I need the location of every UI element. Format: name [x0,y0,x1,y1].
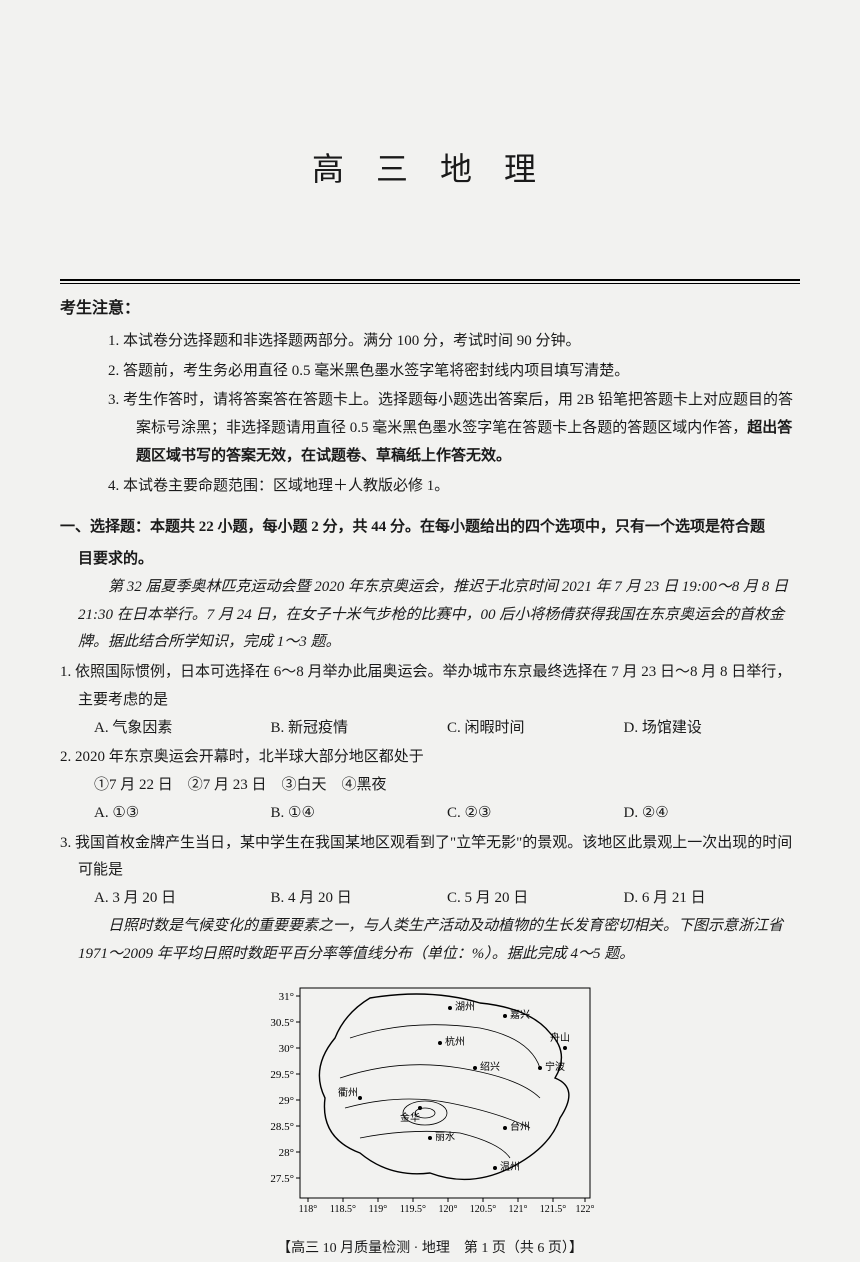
notice-item-text: 3. 考生作答时，请将答案答在答题卡上。选择题每小题选出答案后，用 2B 铅笔把… [108,392,793,436]
option-a: A. 气象因素 [94,715,271,743]
city-label: 丽水 [435,1131,455,1143]
question-2-sub: ①7 月 22 日 ②7 月 23 日 ③白天 ④黑夜 [60,772,800,800]
city-label: 宁波 [545,1060,565,1073]
option-c: C. ②③ [447,800,624,828]
notice-item: 1. 本试卷分选择题和非选择题两部分。满分 100 分，考试时间 90 分钟。 [108,328,800,356]
notice-item: 3. 考生作答时，请将答案答在答题卡上。选择题每小题选出答案后，用 2B 铅笔把… [108,387,800,470]
option-d: D. ②④ [624,800,801,828]
option-b: B. 新冠疫情 [271,715,448,743]
city-label: 嘉兴 [510,1008,530,1021]
notice-list: 1. 本试卷分选择题和非选择题两部分。满分 100 分，考试时间 90 分钟。 … [60,328,800,501]
question-2-options: A. ①③ B. ①④ C. ②③ D. ②④ [60,800,800,828]
city-label: 衢州 [338,1087,358,1099]
lat-label: 28.5° [270,1121,294,1133]
lat-label: 29° [279,1095,294,1107]
lat-label: 30° [279,1043,294,1055]
city-label: 绍兴 [480,1060,500,1073]
page-title: 高 三 地 理 [60,140,800,199]
option-a: A. ①③ [94,800,271,828]
question-3: 3. 我国首枚金牌产生当日，某中学生在我国某地区观看到了"立竿无影"的景观。该地… [60,830,800,886]
question-1: 1. 依照国际惯例，日本可选择在 6～8 月举办此届奥运会。举办城市东京最终选择… [60,659,800,715]
lat-label: 31° [279,991,294,1003]
lon-label: 121° [509,1204,528,1215]
option-d: D. 场馆建设 [624,715,801,743]
lon-label: 118° [299,1204,318,1215]
question-1-options: A. 气象因素 B. 新冠疫情 C. 闲暇时间 D. 场馆建设 [60,715,800,743]
question-3-options: A. 3 月 20 日 B. 4 月 20 日 C. 5 月 20 日 D. 6… [60,885,800,913]
zhejiang-map: 31° 30.5° 30° 29.5° 29° 28.5° 28° 27.5° … [250,978,610,1228]
lon-label: 122° [576,1204,595,1215]
section-title-sub: 目要求的。 [60,546,800,574]
option-d: D. 6 月 21 日 [624,885,801,913]
lat-label: 27.5° [270,1173,294,1185]
option-b: B. ①④ [271,800,448,828]
lon-label: 119° [369,1204,388,1215]
city-label: 台州 [510,1120,530,1133]
lat-label: 28° [279,1147,294,1159]
province-outline [319,994,569,1179]
notice-heading: 考生注意： [60,294,800,324]
option-a: A. 3 月 20 日 [94,885,271,913]
section-title: 一、选择题：本题共 22 小题，每小题 2 分，共 44 分。在每小题给出的四个… [60,514,800,542]
lon-label: 119.5° [400,1204,426,1215]
city-label: 湖州 [455,1001,475,1013]
city-label: 温州 [500,1161,520,1173]
passage-1: 第 32 届夏季奥林匹克运动会暨 2020 年东京奥运会，推迟于北京时间 202… [60,574,800,657]
divider-thick [60,279,800,281]
option-b: B. 4 月 20 日 [271,885,448,913]
city-label: 舟山 [550,1031,570,1044]
lat-label: 30.5° [270,1017,294,1029]
passage-2: 日照时数是气候变化的重要要素之一，与人类生产活动及动植物的生长发育密切相关。下图… [60,913,800,969]
divider-thin [60,283,800,284]
city-label: 杭州 [445,1035,465,1048]
lon-label: 118.5° [330,1204,356,1215]
lon-label: 120° [439,1204,458,1215]
lat-label: 29.5° [270,1069,294,1081]
notice-item: 4. 本试卷主要命题范围：区域地理＋人教版必修 1。 [108,473,800,501]
map-figure: 31° 30.5° 30° 29.5° 29° 28.5° 28° 27.5° … [60,978,800,1228]
question-2: 2. 2020 年东京奥运会开幕时，北半球大部分地区都处于 [60,744,800,772]
option-c: C. 5 月 20 日 [447,885,624,913]
page-footer: 【高三 10 月质量检测 · 地理 第 1 页（共 6 页）】 [60,1236,800,1262]
option-c: C. 闲暇时间 [447,715,624,743]
lon-label: 120.5° [470,1204,497,1215]
city-label: 金华 [400,1111,420,1124]
lon-label: 121.5° [540,1204,567,1215]
notice-item: 2. 答题前，考生务必用直径 0.5 毫米黑色墨水签字笔将密封线内项目填写清楚。 [108,358,800,386]
